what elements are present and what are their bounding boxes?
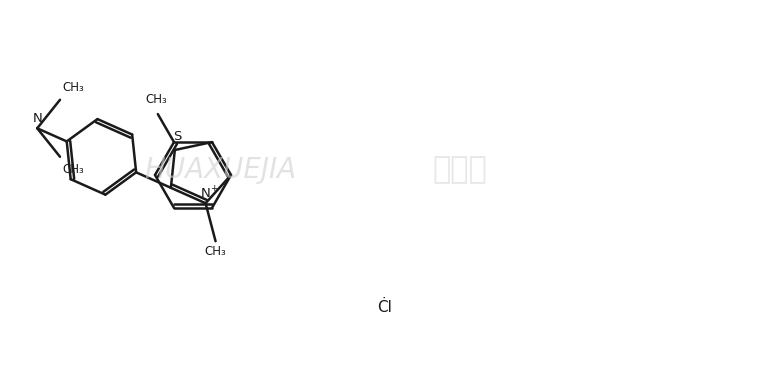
Text: CH₃: CH₃ bbox=[62, 163, 84, 176]
Text: CH₃: CH₃ bbox=[204, 245, 227, 258]
Text: N: N bbox=[32, 112, 42, 125]
Text: Ċl: Ċl bbox=[378, 299, 392, 315]
Text: +: + bbox=[210, 184, 217, 193]
Text: 化学加: 化学加 bbox=[433, 155, 487, 185]
Text: CH₃: CH₃ bbox=[62, 81, 84, 94]
Text: S: S bbox=[173, 130, 181, 143]
Text: HUAXUEJIA: HUAXUEJIA bbox=[144, 156, 296, 184]
Text: N: N bbox=[200, 187, 210, 200]
Text: CH₃: CH₃ bbox=[145, 93, 167, 106]
